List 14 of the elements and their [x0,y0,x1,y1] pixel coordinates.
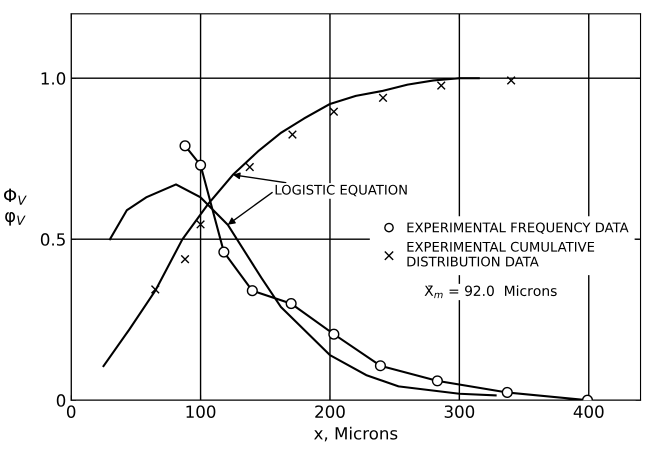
legend-label: EXPERIMENTAL FREQUENCY DATA [407,222,629,234]
x-tick-label: 400 [574,405,604,418]
annotation: X̄$_{m}$ = 92.0 Microns [424,285,557,298]
y-tick-label: 1.0 [42,72,66,85]
y-tick-label: 0.5 [40,233,65,246]
y-axis-title: Φ$_{V}$ φ$_{V}$ [4,188,27,226]
legend-label: EXPERIMENTAL CUMULATIVE DISTRIBUTION DATA [407,242,594,267]
x-tick-label: 0 [66,405,76,418]
annotation: LOGISTIC EQUATION [276,184,407,196]
x-axis-title: x, Microns [314,426,398,442]
x-tick-label: 200 [315,405,345,418]
x-tick-label: 300 [444,405,474,418]
x-tick-label: 100 [186,405,216,418]
y-tick-label: 0 [56,394,66,407]
